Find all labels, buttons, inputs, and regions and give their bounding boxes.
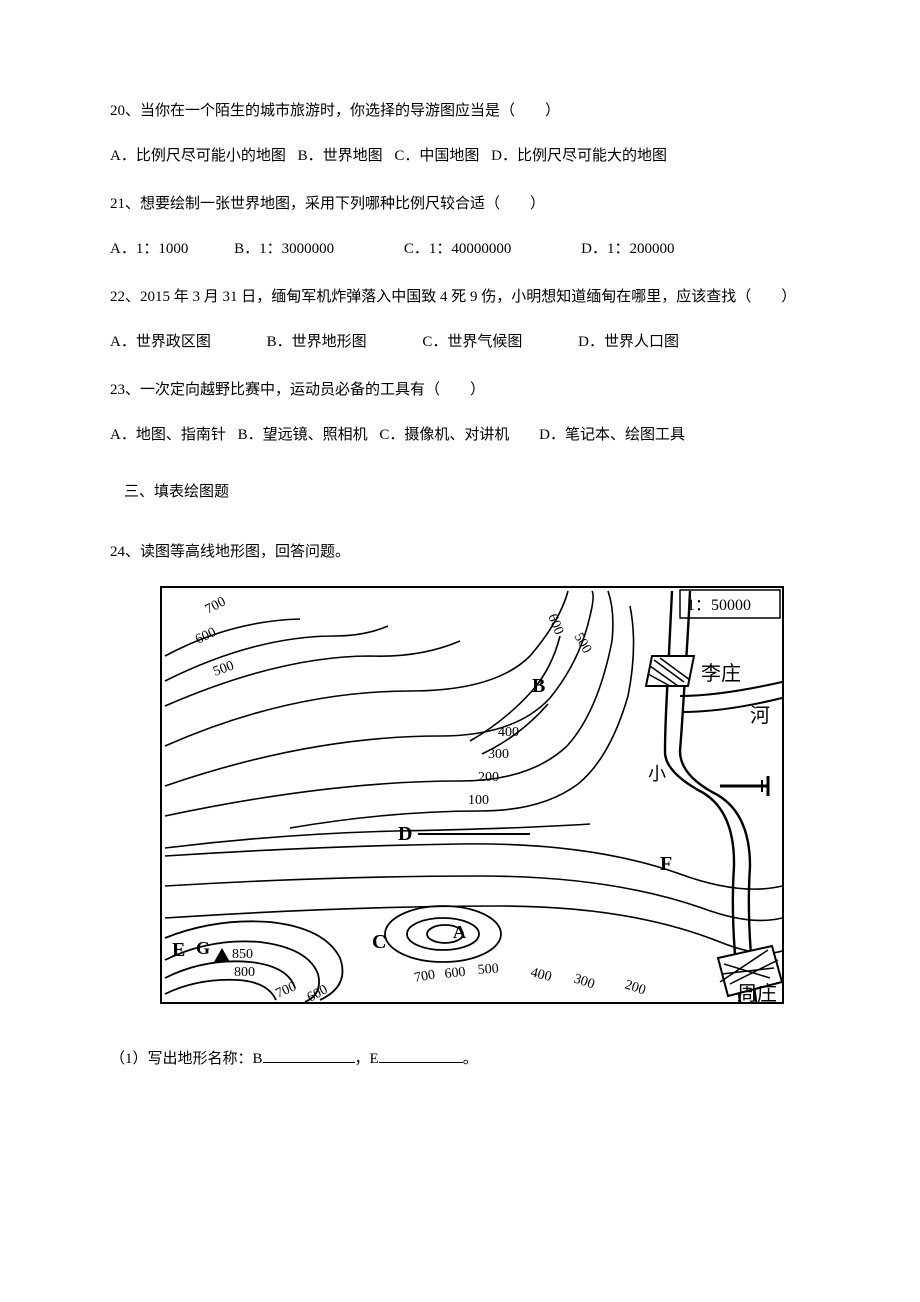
q23-options: A．地图、指南针 B．望远镜、照相机 C．摄像机、对讲机 D．笔记本、绘图工具 (110, 424, 810, 447)
q21-opt-d: D．1：200000 (581, 241, 674, 257)
point-label-g: G (196, 938, 210, 958)
contour-label: 850 (232, 947, 253, 962)
q20-opt-d: D．比例尺尽可能大的地图 (491, 148, 667, 164)
q22-opt-b: B．世界地形图 (267, 334, 367, 350)
q20-stem: 20、当你在一个陌生的城市旅游时，你选择的导游图应当是（ ） (110, 100, 810, 123)
q23-stem: 23、一次定向越野比赛中，运动员必备的工具有（ ） (110, 379, 810, 402)
contour-map-svg: 1：50000 700 600 500 600 500 (160, 586, 784, 1004)
point-label-f: F (660, 853, 672, 875)
q22-opt-c: C．世界气候图 (422, 334, 522, 350)
q20-opt-a: A．比例尺尽可能小的地图 (110, 148, 286, 164)
q23-opt-b: B．望远镜、照相机 (238, 427, 368, 443)
contour-label: 300 (488, 747, 509, 762)
place-label-river: 河 (750, 704, 770, 727)
q22-opt-d: D．世界人口图 (578, 334, 679, 350)
q23-opt-c: C．摄像机、对讲机 (379, 427, 509, 443)
contour-label: 800 (234, 965, 255, 980)
q22-stem: 22、2015 年 3 月 31 日，缅甸军机炸弹落入中国致 4 死 9 伤，小… (110, 286, 810, 309)
q22-opt-a: A．世界政区图 (110, 334, 211, 350)
point-label-c: C (372, 931, 386, 953)
q24-stem: 24、读图等高线地形图，回答问题。 (110, 541, 810, 564)
q24-sub1-mid: ，E (355, 1051, 379, 1067)
q21-stem: 21、想要绘制一张世界地图，采用下列哪种比例尺较合适（ ） (110, 193, 810, 216)
point-label-d: D (398, 823, 412, 845)
q23-opt-d: D．笔记本、绘图工具 (539, 427, 685, 443)
scale-label: 1：50000 (687, 597, 751, 614)
contour-label: 500 (477, 961, 499, 977)
q20-options: A．比例尺尽可能小的地图 B．世界地图 C．中国地图 D．比例尺尽可能大的地图 (110, 145, 810, 168)
contour-label: 100 (468, 793, 489, 808)
q21-options: A．1：1000 B．1：3000000 C．1：40000000 D．1：20… (110, 238, 810, 261)
q21-opt-a: A．1：1000 (110, 241, 188, 257)
section3-header: 三、填表绘图题 (124, 480, 810, 501)
q24-sub1-prefix: （1）写出地形名称：B (110, 1051, 263, 1067)
point-label-b: B (532, 675, 545, 697)
point-label-a: A (453, 922, 466, 942)
blank-b (263, 1047, 355, 1063)
contour-label: 200 (478, 770, 499, 785)
contour-label: 600 (444, 964, 466, 981)
q20-opt-b: B．世界地图 (298, 148, 383, 164)
contour-label: 400 (498, 725, 519, 740)
place-label-zhouzhuang: 周庄 (737, 982, 777, 1004)
contour-map-figure: 1：50000 700 600 500 600 500 (160, 586, 810, 1009)
q21-opt-c: C．1：40000000 (404, 241, 512, 257)
blank-e (379, 1047, 463, 1063)
q24-sub1: （1）写出地形名称：B ，E 。 (110, 1047, 810, 1068)
q23-opt-a: A．地图、指南针 (110, 427, 226, 443)
q22-options: A．世界政区图 B．世界地形图 C．世界气候图 D．世界人口图 (110, 331, 810, 354)
place-label-xiao: 小 (648, 764, 666, 784)
q24-sub1-suffix: 。 (463, 1051, 478, 1067)
lizhuang-icon (646, 656, 694, 686)
q21-opt-b: B．1：3000000 (234, 241, 334, 257)
q20-opt-c: C．中国地图 (394, 148, 479, 164)
point-label-e: E (172, 939, 185, 961)
place-label-lizhuang: 李庄 (701, 662, 741, 685)
